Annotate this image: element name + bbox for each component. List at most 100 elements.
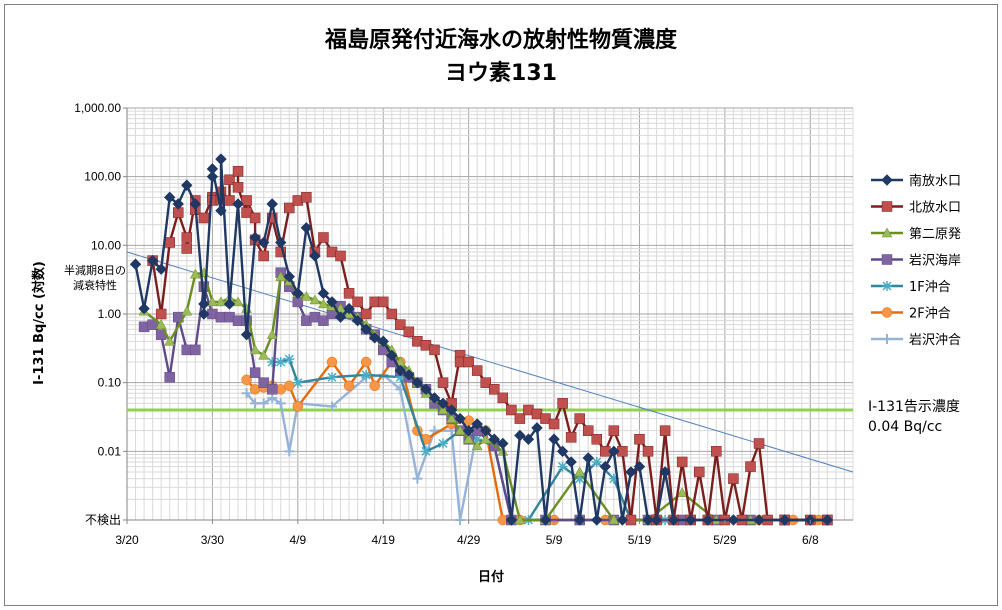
data-point bbox=[514, 429, 526, 442]
legend-label: 第二原発 bbox=[909, 227, 961, 242]
data-point bbox=[539, 514, 552, 526]
data-point bbox=[317, 287, 330, 300]
data-point bbox=[284, 446, 295, 457]
data-point bbox=[676, 487, 688, 497]
data-point bbox=[480, 377, 491, 388]
x-tick-labels: 3/20 3/30 4/9 4/19 4/29 5/9 5/19 5/29 6/8 bbox=[115, 520, 819, 547]
data-point bbox=[147, 319, 158, 330]
data-point bbox=[241, 195, 252, 206]
data-point bbox=[190, 344, 201, 356]
data-point bbox=[557, 398, 568, 409]
data-point bbox=[514, 413, 526, 424]
data-point bbox=[659, 425, 671, 436]
data-point bbox=[326, 401, 337, 412]
data-point bbox=[215, 153, 227, 165]
data-point bbox=[258, 349, 270, 360]
legend-label: 南放水口 bbox=[909, 173, 961, 189]
data-point bbox=[343, 288, 355, 299]
data-point bbox=[284, 354, 295, 365]
data-point bbox=[428, 392, 441, 404]
data-point bbox=[591, 514, 603, 526]
data-point bbox=[360, 323, 372, 335]
data-point bbox=[258, 250, 269, 262]
data-point bbox=[556, 445, 569, 458]
legend-label: 2F沖合 bbox=[909, 307, 951, 322]
data-point bbox=[386, 349, 398, 362]
y-tick-label: 不検出 bbox=[85, 513, 121, 527]
data-point bbox=[361, 369, 372, 380]
data-point bbox=[411, 376, 424, 389]
data-point bbox=[360, 308, 372, 320]
legend-item: 岩沢沖合 bbox=[871, 333, 961, 348]
data-point bbox=[224, 174, 235, 186]
data-point bbox=[395, 319, 406, 330]
legend-marker bbox=[881, 201, 893, 212]
data-point bbox=[728, 473, 739, 484]
data-point bbox=[309, 250, 321, 262]
data-point bbox=[232, 165, 244, 177]
data-point bbox=[369, 380, 380, 392]
data-point bbox=[694, 466, 705, 478]
data-point bbox=[429, 344, 440, 356]
y-axis-label: I-131 Bq/cc (対数) bbox=[31, 261, 47, 385]
data-point bbox=[591, 456, 602, 467]
data-point bbox=[129, 258, 142, 270]
data-point bbox=[266, 198, 278, 210]
series-layer bbox=[129, 153, 834, 526]
data-point bbox=[232, 182, 244, 193]
data-point bbox=[420, 446, 431, 457]
series-line bbox=[134, 157, 828, 522]
legend-item: 岩沢海岸 bbox=[871, 254, 961, 269]
y-tick-label: 0.01 bbox=[98, 444, 122, 458]
legend-marker bbox=[882, 281, 892, 291]
data-point bbox=[471, 365, 483, 376]
data-point bbox=[300, 222, 313, 234]
data-point bbox=[438, 438, 449, 449]
data-point bbox=[599, 460, 612, 473]
y-tick-label: 0.10 bbox=[98, 376, 122, 390]
legend-label: 北放水口 bbox=[909, 201, 961, 216]
data-point bbox=[437, 377, 449, 388]
data-point bbox=[471, 440, 483, 451]
chart-title: 福島原発付近海水の放射性物質濃度 bbox=[324, 27, 678, 53]
data-point bbox=[445, 404, 458, 416]
data-point bbox=[446, 413, 457, 423]
x-tick-label: 5/19 bbox=[628, 533, 652, 547]
decay-label-line1: 半減期8日の bbox=[64, 263, 126, 277]
data-point bbox=[778, 514, 791, 526]
data-point bbox=[642, 514, 654, 526]
legend-item: 2F沖合 bbox=[871, 307, 951, 322]
data-point bbox=[659, 466, 671, 478]
decay-line bbox=[126, 251, 854, 473]
y-tick-labels: 1,000.00 100.00 10.00 1.00 0.10 0.01 不検出 bbox=[74, 101, 127, 527]
series-1 bbox=[129, 153, 834, 526]
data-point bbox=[292, 377, 303, 388]
data-point bbox=[334, 311, 347, 323]
legend-item: 北放水口 bbox=[871, 201, 961, 216]
data-point bbox=[257, 236, 270, 249]
data-point bbox=[189, 268, 201, 279]
data-point bbox=[198, 212, 210, 224]
legend-marker bbox=[881, 174, 893, 186]
data-point bbox=[335, 250, 346, 262]
data-point bbox=[215, 296, 227, 307]
reference-lines bbox=[126, 251, 854, 473]
data-point bbox=[318, 315, 329, 326]
data-point bbox=[625, 466, 637, 478]
x-tick-label: 5/29 bbox=[713, 533, 737, 547]
x-tick-label: 3/30 bbox=[201, 533, 225, 547]
legend-label: 岩沢沖合 bbox=[909, 333, 961, 348]
data-point bbox=[454, 412, 466, 425]
data-point bbox=[266, 384, 278, 395]
data-point bbox=[403, 326, 415, 338]
data-point bbox=[181, 243, 193, 254]
data-point bbox=[326, 296, 338, 308]
x-tick-label: 6/8 bbox=[802, 533, 819, 547]
data-point bbox=[531, 422, 543, 434]
data-point bbox=[565, 456, 577, 468]
data-point bbox=[189, 198, 202, 210]
series-2 bbox=[147, 165, 833, 526]
data-point bbox=[454, 425, 466, 435]
data-point bbox=[574, 413, 585, 424]
data-point bbox=[582, 452, 594, 464]
